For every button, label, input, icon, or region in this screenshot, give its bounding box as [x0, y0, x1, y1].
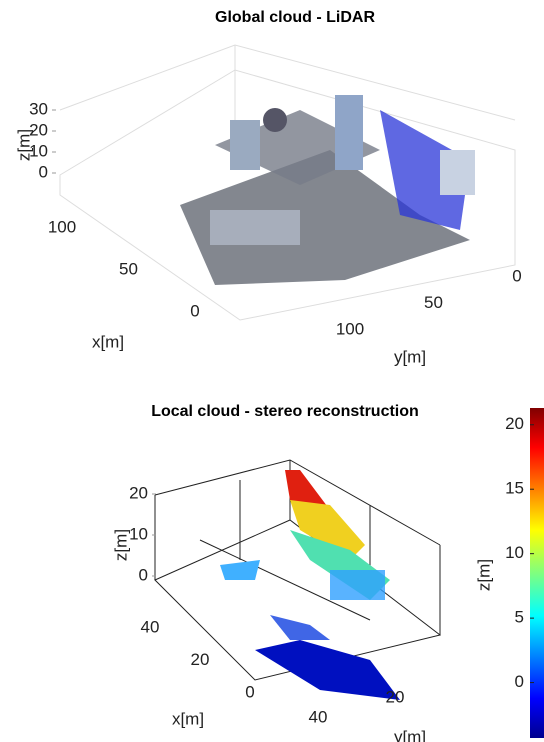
colorbar-tick-label: 20 — [505, 414, 524, 433]
x-tick-label: 0 — [190, 301, 199, 320]
z-tick-label: 30 — [29, 99, 48, 118]
y-axis-label: y[m] — [394, 347, 426, 366]
z-axis-label: z[m] — [14, 129, 33, 161]
y-tick-label: 50 — [424, 293, 443, 312]
x-tick-label: 20 — [191, 650, 210, 669]
stereo-cloud — [220, 470, 400, 700]
z-tick-label: 10 — [129, 524, 148, 543]
colorbar-tick-label: 0 — [515, 672, 524, 691]
y-tick-label: 100 — [336, 319, 364, 338]
y-tick-label: 40 — [309, 707, 328, 726]
colorbar-label: z[m] — [474, 559, 493, 591]
chart-title: Global cloud - LiDAR — [215, 9, 375, 26]
colorbar — [530, 408, 544, 738]
colorbar-tick-label: 10 — [505, 543, 524, 562]
x-tick-label: 100 — [48, 217, 76, 236]
y-axis-label: y[m] — [394, 727, 426, 742]
y-tick-label: 0 — [512, 266, 521, 285]
z-axis-label: z[m] — [111, 529, 130, 561]
colorbar-tick-label: 15 — [505, 479, 524, 498]
x-axis-label: x[m] — [172, 709, 204, 728]
y-tick-label: 20 — [386, 687, 405, 706]
figure: Global cloud - LiDAR0501000501000102030x… — [0, 0, 544, 742]
z-tick-label: 0 — [139, 565, 148, 584]
x-tick-label: 50 — [119, 259, 138, 278]
x-tick-label: 0 — [245, 682, 254, 701]
x-tick-label: 40 — [141, 617, 160, 636]
z-tick-label: 20 — [129, 483, 148, 502]
lidar-cloud — [180, 95, 475, 285]
colorbar-tick-label: 5 — [515, 608, 524, 627]
x-axis-label: x[m] — [92, 332, 124, 351]
z-tick-label: 0 — [39, 162, 48, 181]
chart-title: Local cloud - stereo reconstruction — [151, 403, 419, 420]
